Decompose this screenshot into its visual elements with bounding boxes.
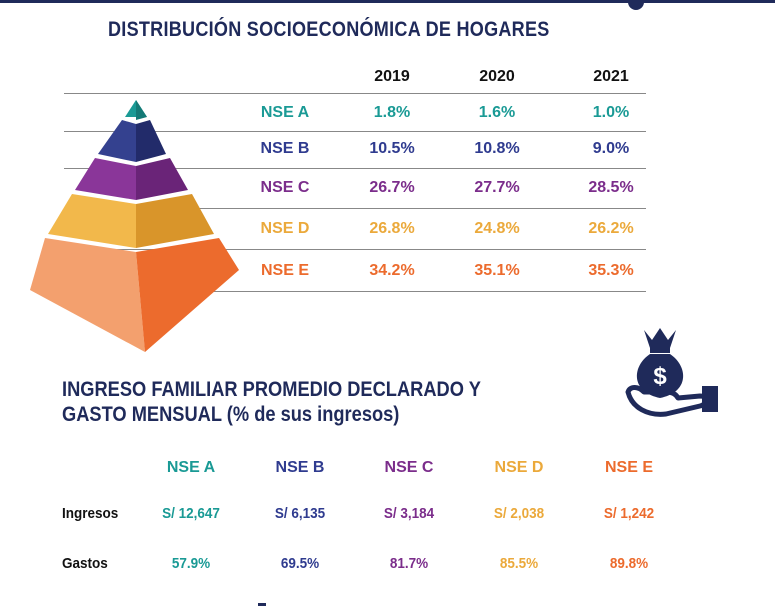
table-rule [64, 249, 646, 250]
table-rule [64, 291, 646, 292]
value-nse-a-2019: 1.8% [373, 104, 411, 121]
income-title-line2: GASTO MENSUAL (% de sus ingresos) [62, 402, 481, 427]
value-nse-e-2020: 35.1% [474, 262, 520, 279]
value-nse-e-2021: 35.3% [588, 262, 634, 279]
svg-text:$: $ [653, 363, 667, 390]
income-header-nse-b: NSE B [275, 459, 325, 476]
income-title-line2-normal: (% de sus ingresos) [226, 403, 400, 426]
table-rule [64, 93, 646, 94]
income-title-line2-bold: GASTO MENSUAL [62, 403, 222, 426]
ingresos-nse-a: S/ 12,647 [162, 505, 220, 522]
income-header-nse-a: NSE A [166, 459, 216, 476]
value-nse-b-2021: 9.0% [592, 140, 630, 157]
ingresos-nse-d: S/ 2,038 [493, 505, 545, 522]
value-nse-b-2020: 10.8% [474, 140, 520, 157]
row-label-gastos: Gastos [62, 555, 108, 572]
year-header-2019: 2019 [374, 68, 410, 85]
gastos-nse-c: 81.7% [389, 555, 429, 572]
table-rule [64, 131, 646, 132]
value-nse-c-2020: 27.7% [474, 179, 520, 196]
ingresos-nse-c: S/ 3,184 [383, 505, 435, 522]
distribution-title: DISTRIBUCIÓN SOCIOECONÓMICA DE HOGARES [108, 18, 550, 41]
value-nse-c-2021: 28.5% [588, 179, 634, 196]
gastos-nse-d: 85.5% [499, 555, 539, 572]
row-label-nse-d: NSE D [260, 220, 310, 237]
income-title-line1: INGRESO FAMILIAR PROMEDIO DECLARADO Y [62, 378, 481, 401]
income-title: INGRESO FAMILIAR PROMEDIO DECLARADO Y GA… [62, 377, 481, 427]
income-header-nse-d: NSE D [494, 459, 544, 476]
year-header-2020: 2020 [479, 68, 515, 85]
row-label-nse-e: NSE E [260, 262, 309, 279]
value-nse-d-2020: 24.8% [474, 220, 520, 237]
table-rule [64, 168, 646, 169]
gastos-nse-b: 69.5% [280, 555, 320, 572]
pyramid-icon [30, 100, 239, 352]
value-nse-a-2021: 1.0% [592, 104, 630, 121]
row-label-nse-a: NSE A [260, 104, 310, 121]
ingresos-nse-b: S/ 6,135 [274, 505, 326, 522]
value-nse-e-2019: 34.2% [369, 262, 415, 279]
gastos-nse-e: 89.8% [609, 555, 649, 572]
money-bag-hand-icon: $ [625, 328, 718, 417]
value-nse-b-2019: 10.5% [369, 140, 415, 157]
income-header-nse-c: NSE C [384, 459, 434, 476]
gastos-nse-a: 57.9% [171, 555, 211, 572]
value-nse-c-2019: 26.7% [369, 179, 415, 196]
row-label-nse-b: NSE B [260, 140, 310, 157]
ingresos-nse-e: S/ 1,242 [603, 505, 655, 522]
value-nse-a-2020: 1.6% [478, 104, 516, 121]
top-rule [0, 0, 775, 3]
value-nse-d-2019: 26.8% [369, 220, 415, 237]
year-header-2021: 2021 [593, 68, 629, 85]
bottom-mark [258, 603, 266, 606]
income-header-nse-e: NSE E [604, 459, 653, 476]
value-nse-d-2021: 26.2% [588, 220, 634, 237]
table-rule [64, 208, 646, 209]
row-label-nse-c: NSE C [260, 179, 310, 196]
row-label-ingresos: Ingresos [62, 505, 119, 522]
corner-mark [628, 0, 644, 10]
